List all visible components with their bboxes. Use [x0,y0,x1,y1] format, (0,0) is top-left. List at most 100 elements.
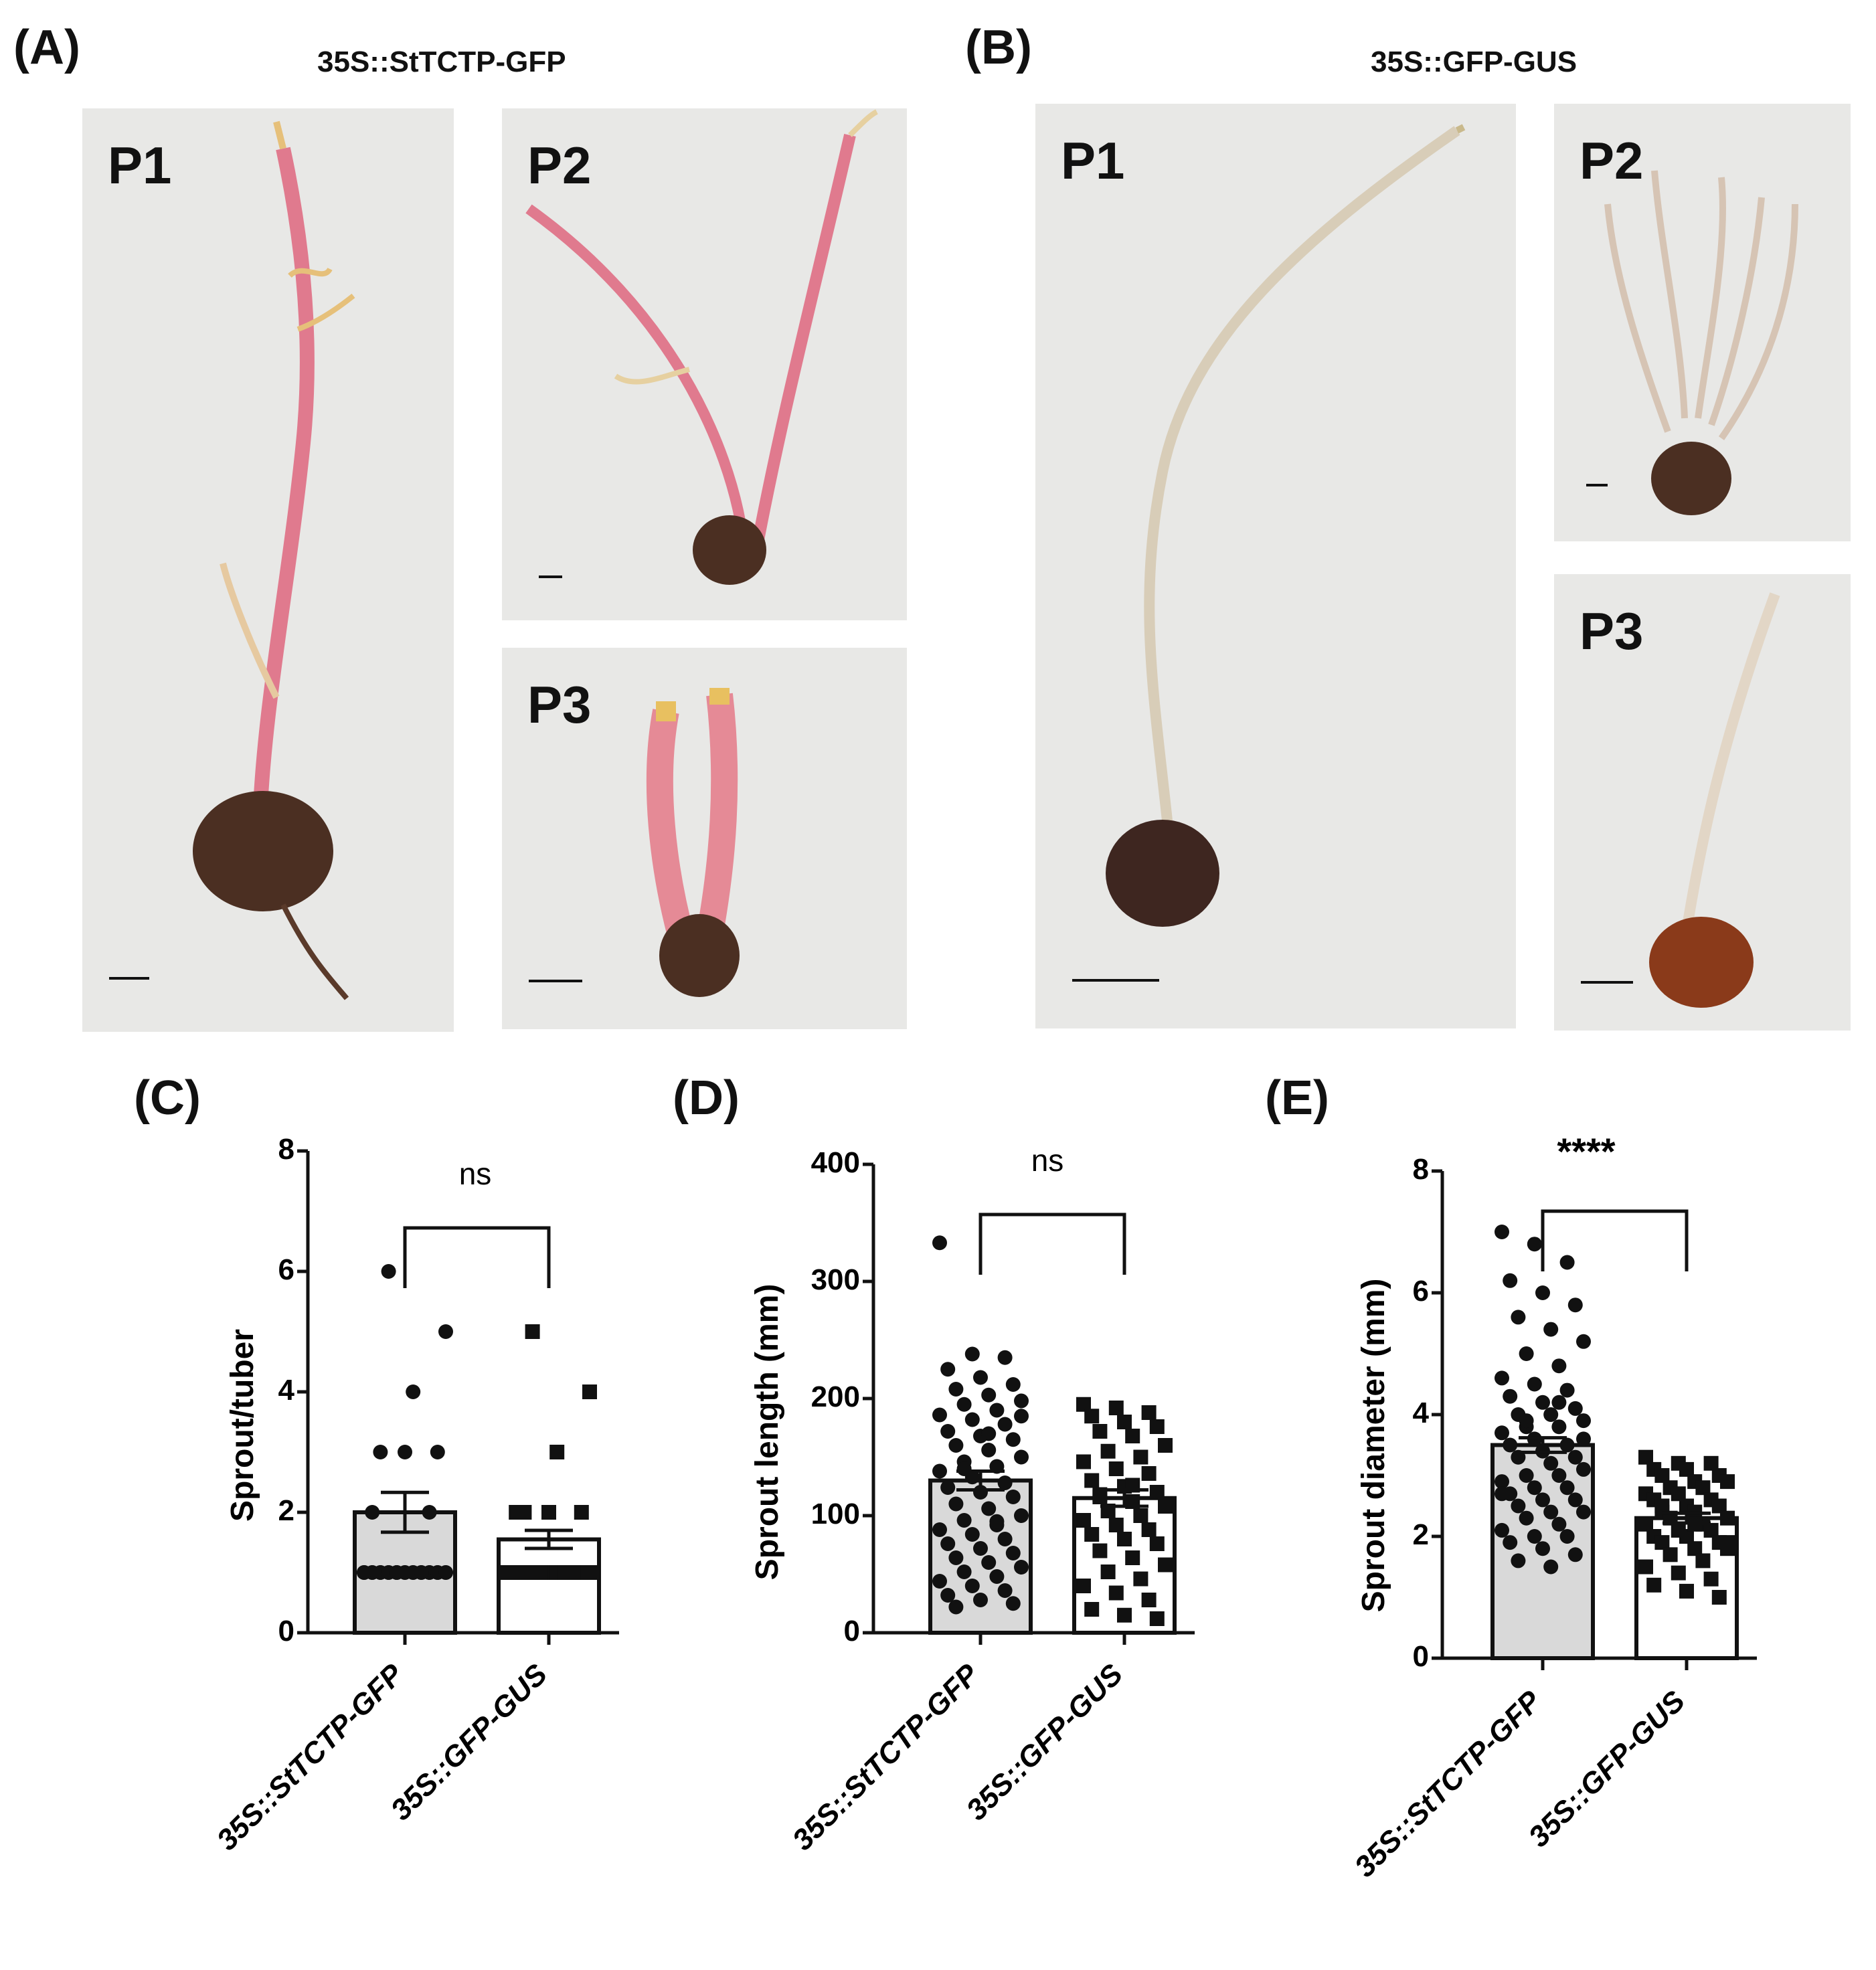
data-point [1117,1607,1132,1623]
data-point [1671,1565,1686,1581]
data-point [1527,1237,1542,1252]
data-point [1543,1407,1559,1422]
data-point [1638,1559,1653,1575]
data-point [1720,1510,1735,1526]
data-point [1543,1504,1559,1520]
data-point [1108,1401,1124,1415]
data-point [549,1445,565,1459]
data-point [948,1438,964,1453]
data-point [1495,1486,1509,1502]
data-point [981,1387,997,1403]
panel-c-letter: (C) [134,1071,201,1125]
chart-d: Sprout length (mm) 0 100 200 300 400 ns … [736,1138,1195,1954]
data-point [1687,1541,1703,1556]
data-point [1014,1409,1029,1424]
data-point [940,1588,956,1603]
data-point [422,1505,437,1520]
data-point [1092,1424,1108,1439]
data-point [541,1505,556,1520]
significance-bracket [1541,1209,1689,1271]
y-tick-labels: 0 2 4 6 8 [278,1133,295,1647]
data-point [1100,1443,1116,1459]
data-point [997,1350,1013,1365]
data-point [1519,1468,1534,1483]
y-tick-label: 2 [1413,1518,1429,1551]
data-point [956,1397,972,1412]
data-point [1125,1429,1140,1443]
data-point [1559,1480,1575,1496]
data-point [1551,1358,1567,1374]
data-point [1014,1508,1029,1523]
data-point [414,1565,429,1580]
panel-b-letter: (B) [965,21,1032,74]
y-tick-label: 300 [811,1263,860,1296]
data-point [438,1324,453,1339]
photo-b-p3: P3 [1554,574,1851,1031]
data-point [1527,1376,1542,1392]
significance-label: **** [1557,1130,1615,1172]
data-point [940,1480,956,1495]
data-point [1005,1596,1021,1611]
data-point [940,1424,956,1439]
data-point [1076,1397,1091,1412]
data-point [1158,1499,1173,1514]
data-point [956,1564,972,1579]
data-point [1511,1553,1526,1569]
data-point [1535,1395,1550,1410]
data-point [932,1235,947,1251]
significance-label: ns [459,1156,492,1191]
data-point [1703,1522,1719,1538]
data-point [973,1370,988,1385]
data-point [1535,1541,1550,1556]
y-tick-label: 8 [1413,1153,1429,1186]
data-point [1567,1547,1583,1562]
y-axis-label: Sprout diameter (mm) [1356,1279,1391,1613]
chart-c: Sprout/tuber 0 2 4 6 8 ns 35S::StTCTP-GF… [201,1133,636,1954]
data-point [1535,1285,1550,1300]
data-point [940,1536,956,1551]
data-point [1567,1492,1583,1508]
plot-area [297,1149,619,1645]
data-point [1108,1585,1124,1601]
data-point [948,1599,964,1615]
data-point [1711,1590,1727,1605]
data-point [1108,1461,1124,1476]
data-point [1495,1522,1509,1538]
photo-label: P1 [1061,131,1125,190]
data-point [1076,1454,1091,1469]
data-point [1495,1474,1509,1490]
data-point [1503,1389,1518,1404]
data-point [1527,1529,1542,1544]
data-point [1005,1546,1021,1560]
data-point [1543,1559,1559,1575]
data-point [1503,1273,1518,1288]
data-point [1576,1504,1591,1520]
data-point [1638,1516,1653,1532]
data-point [1108,1518,1124,1532]
data-point [1576,1413,1591,1429]
data-point [1551,1468,1567,1483]
data-point [973,1541,988,1556]
data-point [932,1522,947,1537]
data-point [973,1593,988,1607]
data-point [525,1324,540,1339]
y-tick-label: 0 [844,1615,860,1647]
data-point [1100,1564,1116,1579]
plot-area [863,1162,1195,1645]
sprout-illustration [109,120,355,1000]
data-point [1679,1583,1694,1599]
x-tick-label: 35S::StTCTP-GFP [211,1658,410,1857]
y-tick-label: 4 [278,1374,295,1407]
significance-label: ns [1031,1143,1064,1178]
y-tick-label: 2 [278,1494,294,1527]
data-point [1527,1480,1542,1496]
data-point [1679,1529,1694,1544]
data-point [989,1403,1005,1418]
y-tick-labels: 0 2 4 6 8 [1413,1153,1430,1673]
data-point [1559,1529,1575,1544]
y-tick-label: 0 [278,1615,294,1647]
panel-a-letter: (A) [13,21,80,74]
photo-a-p3: P3 [502,648,907,1029]
photo-label: P2 [1580,131,1644,190]
data-point [1125,1550,1140,1565]
